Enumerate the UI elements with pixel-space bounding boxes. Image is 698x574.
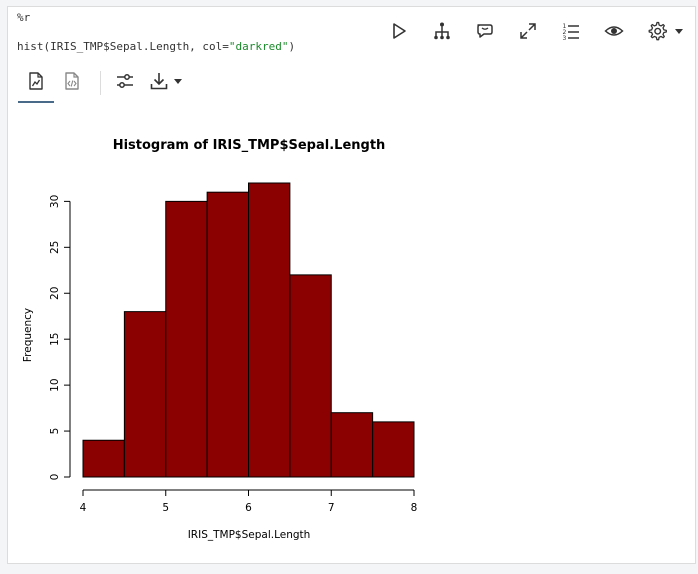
x-tick-label: 4 <box>80 502 87 514</box>
x-axis: 4 5 6 7 8 <box>80 489 418 514</box>
histogram-bar <box>82 439 125 478</box>
histogram-bar <box>372 421 415 478</box>
code-document-icon <box>65 72 79 90</box>
histogram-plot: Histogram of IRIS_TMP$Sepal.Length IRIS_… <box>22 138 418 541</box>
y-tick-label: 20 <box>49 287 61 300</box>
y-tick-label: 10 <box>49 378 61 391</box>
y-axis: 0 5 10 15 20 25 30 <box>49 195 71 481</box>
chart-document-icon <box>29 72 43 90</box>
tab-chart-output[interactable] <box>18 69 54 103</box>
output-toolbar <box>18 69 196 103</box>
play-icon <box>393 23 406 39</box>
histogram-bar <box>289 274 332 478</box>
histogram-bar <box>248 182 291 478</box>
histogram-bar <box>330 412 374 478</box>
x-tick-label: 6 <box>245 502 252 514</box>
histogram-bars <box>82 182 415 478</box>
y-tick-label: 30 <box>49 195 61 208</box>
eye-icon <box>604 26 624 36</box>
chart-settings-button[interactable] <box>115 69 135 93</box>
histogram-bar <box>165 200 208 478</box>
svg-text:1: 1 <box>563 23 567 30</box>
chevron-down-icon <box>675 28 683 34</box>
x-tick-label: 8 <box>411 502 418 514</box>
y-tick-label: 0 <box>49 474 61 481</box>
y-tick-label: 25 <box>49 241 61 254</box>
settings-button[interactable] <box>645 19 669 43</box>
run-button[interactable] <box>387 19 411 43</box>
code-string-literal: "darkred" <box>228 40 289 53</box>
toolbar-divider <box>100 71 101 95</box>
svg-text:2: 2 <box>563 29 567 36</box>
download-menu[interactable] <box>149 69 182 93</box>
code-call-prefix: hist(IRIS_TMP$Sepal.Length, col= <box>17 40 229 53</box>
svg-text:3: 3 <box>563 35 567 41</box>
comments-icon <box>477 24 493 38</box>
settings-menu[interactable] <box>645 19 683 43</box>
code-line-magic[interactable]: %r <box>17 11 31 24</box>
sliders-icon <box>117 74 133 88</box>
x-tick-label: 5 <box>162 502 169 514</box>
y-axis-label: Frequency <box>22 308 34 362</box>
tab-code-output[interactable] <box>54 69 90 103</box>
histogram-bar <box>206 191 249 478</box>
chevron-down-icon <box>174 78 182 84</box>
visibility-button[interactable] <box>602 19 626 43</box>
chart-title: Histogram of IRIS_TMP$Sepal.Length <box>113 138 386 153</box>
code-call-suffix: ) <box>288 40 296 53</box>
expand-icon <box>520 23 536 39</box>
hierarchy-icon <box>434 22 450 40</box>
code-line-hist[interactable]: hist(IRIS_TMP$Sepal.Length, col="darkred… <box>17 40 295 54</box>
y-tick-label: 15 <box>49 333 61 346</box>
histogram-bar <box>123 311 167 478</box>
notebook-cell: %r hist(IRIS_TMP$Sepal.Length, col="dark… <box>7 6 696 564</box>
x-axis-label: IRIS_TMP$Sepal.Length <box>188 529 311 541</box>
numbered-list-icon: 123 <box>563 23 579 41</box>
comments-button[interactable] <box>473 19 497 43</box>
x-tick-label: 7 <box>328 502 335 514</box>
dependencies-button[interactable] <box>430 19 454 43</box>
expand-button[interactable] <box>516 19 540 43</box>
download-icon <box>150 73 168 90</box>
y-tick-label: 5 <box>49 428 61 435</box>
gear-icon <box>648 21 667 41</box>
